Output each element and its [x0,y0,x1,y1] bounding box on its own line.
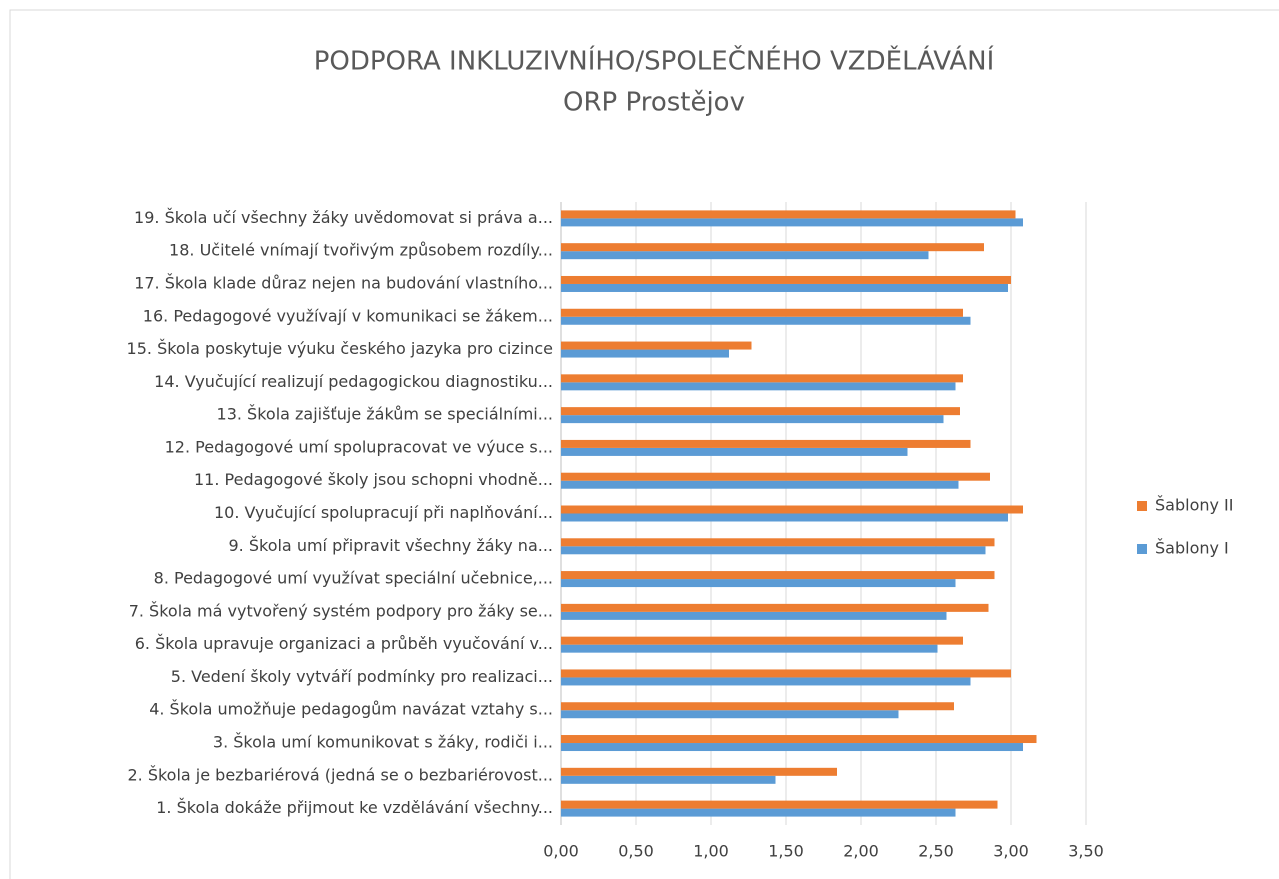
y-tick-label: 14. Vyučující realizují pedagogickou dia… [154,372,553,391]
chart-title: PODPORA INKLUZIVNÍHO/SPOLEČNÉHO VZDĚLÁVÁ… [314,45,995,77]
bar [561,218,1023,227]
bar [561,415,944,424]
bar [561,644,938,653]
y-tick-label: 10. Vyučující spolupracují při naplňován… [214,503,553,522]
y-tick-label: 18. Učitelé vnímají tvořivým způsobem ro… [169,241,553,260]
y-tick-label: 1. Škola dokáže přijmout ke vzdělávání v… [156,798,553,817]
x-tick-label: 0,00 [543,842,579,861]
y-tick-label: 3. Škola umí komunikovat s žáky, rodiči … [213,733,553,752]
bar [561,447,908,456]
bar [561,636,963,645]
y-tick-label: 2. Škola je bezbariérová (jedná se o bez… [127,765,553,784]
y-tick-label: 19. Škola učí všechny žáky uvědomovat si… [134,208,553,227]
bar [561,546,986,555]
bar [561,775,776,784]
bar [561,251,929,260]
y-tick-label: 11. Pedagogové školy jsou schopni vhodně… [194,470,553,489]
bar [561,800,998,809]
x-tick-label: 2,00 [843,842,879,861]
x-tick-label: 1,00 [693,842,729,861]
bar [561,439,971,448]
bar [561,275,1011,284]
legend-swatch [1137,544,1147,554]
bar [561,538,995,547]
legend-swatch [1137,501,1147,511]
y-tick-label: 17. Škola klade důraz nejen na budování … [134,273,553,292]
bar [561,669,1011,678]
bar [561,579,956,588]
y-tick-label: 5. Vedení školy vytváří podmínky pro rea… [171,667,553,686]
chart-subtitle: ORP Prostějov [563,88,745,118]
y-tick-label: 8. Pedagogové umí využívat speciální uče… [154,569,553,588]
bar [561,767,837,776]
y-tick-label: 6. Škola upravuje organizaci a průběh vy… [135,634,553,653]
x-tick-label: 1,50 [768,842,804,861]
x-tick-label: 2,50 [918,842,954,861]
bar [561,210,1016,219]
x-tick-label: 3,50 [1068,842,1104,861]
y-tick-label: 7. Škola má vytvořený systém podpory pro… [129,601,553,620]
bar [561,382,956,391]
bar [561,571,995,580]
bar [561,407,960,416]
bar [561,808,956,817]
bar [561,710,899,719]
bar [561,341,752,350]
bar [561,603,989,612]
bar [561,374,963,383]
bar [561,308,963,317]
bar [561,677,971,686]
bar [561,505,1023,514]
x-tick-label: 0,50 [618,842,654,861]
bar [561,349,729,358]
legend-label: Šablony I [1155,539,1229,558]
y-tick-label: 15. Škola poskytuje výuku českého jazyka… [127,339,553,358]
y-tick-label: 13. Škola zajišťuje žákům se speciálními… [217,405,553,424]
bar [561,611,947,620]
bar [561,472,990,481]
y-tick-label: 16. Pedagogové využívají v komunikaci se… [143,306,553,325]
y-tick-label: 9. Škola umí připravit všechny žáky na..… [228,536,553,555]
x-tick-label: 3,00 [993,842,1029,861]
y-tick-label: 4. Škola umožňuje pedagogům navázat vzta… [149,700,553,719]
bar [561,735,1037,744]
bar [561,243,984,252]
legend-label: Šablony II [1155,496,1233,515]
bar [561,283,1008,292]
bar [561,743,1023,752]
y-tick-label: 12. Pedagogové umí spolupracovat ve výuc… [165,437,553,456]
bar [561,480,959,489]
bar [561,702,954,711]
bar [561,513,1008,522]
bar [561,316,971,325]
